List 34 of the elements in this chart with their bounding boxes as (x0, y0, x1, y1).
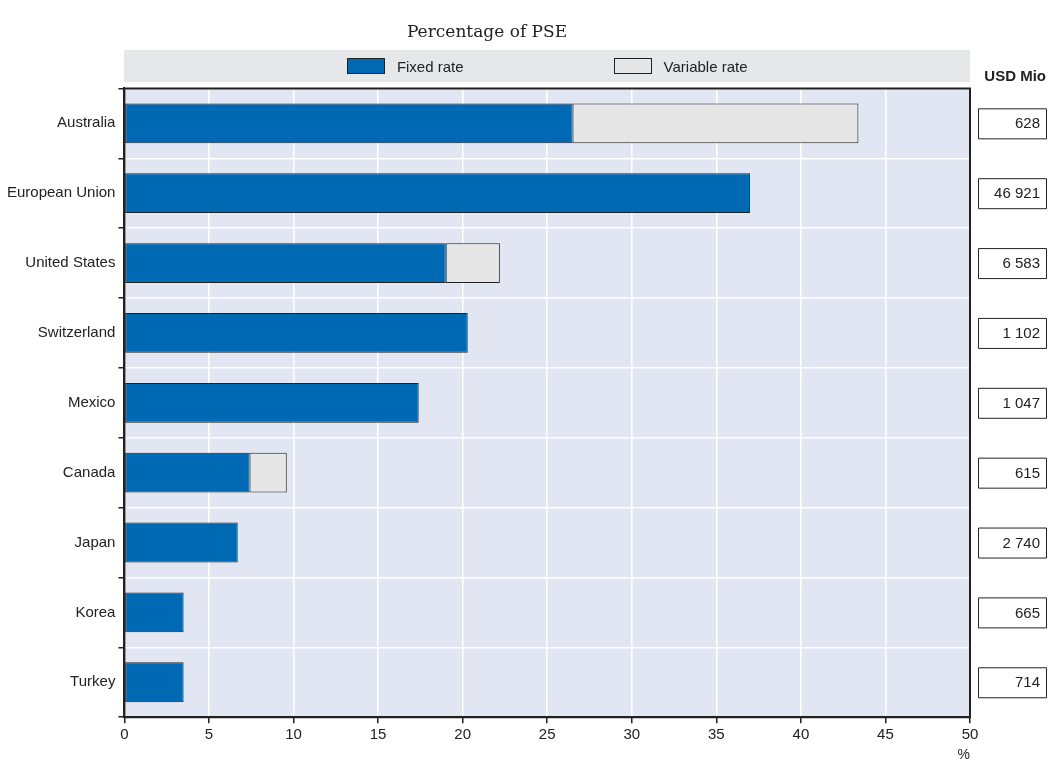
x-tick-label: 30 (623, 725, 641, 743)
text: 628 (1014, 114, 1040, 132)
text: 1 102 (1002, 324, 1040, 342)
y-tick-label: Mexico (67, 392, 116, 410)
legend-label: Fixed rate (396, 57, 464, 75)
y-tick-label: Turkey (70, 672, 116, 690)
text: 714 (1014, 673, 1040, 691)
y-tick-label: Korea (75, 602, 117, 620)
text: 46 921 (994, 184, 1040, 202)
x-tick-label: 35 (707, 725, 725, 743)
y-tick-label: Canada (62, 462, 117, 480)
x-tick-label: 0 (120, 725, 129, 743)
text: 2 740 (1002, 533, 1040, 551)
x-tick-label: 45 (877, 725, 894, 743)
x-tick-label: 15 (369, 725, 387, 743)
x-tick-label: 10 (285, 725, 302, 743)
text: 615 (1014, 463, 1040, 481)
y-tick-label: United States (25, 253, 116, 271)
text: 665 (1014, 603, 1040, 621)
y-tick-label: Switzerland (37, 323, 116, 341)
y-tick-label: Japan (74, 532, 116, 550)
x-tick-label: 20 (454, 725, 471, 743)
x-tick-label: 50 (961, 725, 979, 743)
series-label: Variable rate (663, 57, 748, 75)
text: 1 047 (1002, 393, 1040, 411)
y-tick-label: European Union (6, 183, 116, 201)
x-tick-label: 5 (204, 725, 214, 743)
x-tick-label: 25 (538, 725, 556, 743)
chart-title: Percentage of PSE (406, 20, 568, 41)
y-tick-label: Australia (57, 113, 117, 131)
x-axis-title: % (957, 746, 970, 763)
x-tick-label: 40 (792, 725, 810, 743)
text: 6 583 (1002, 254, 1040, 272)
text: USD Mio (984, 66, 1046, 84)
